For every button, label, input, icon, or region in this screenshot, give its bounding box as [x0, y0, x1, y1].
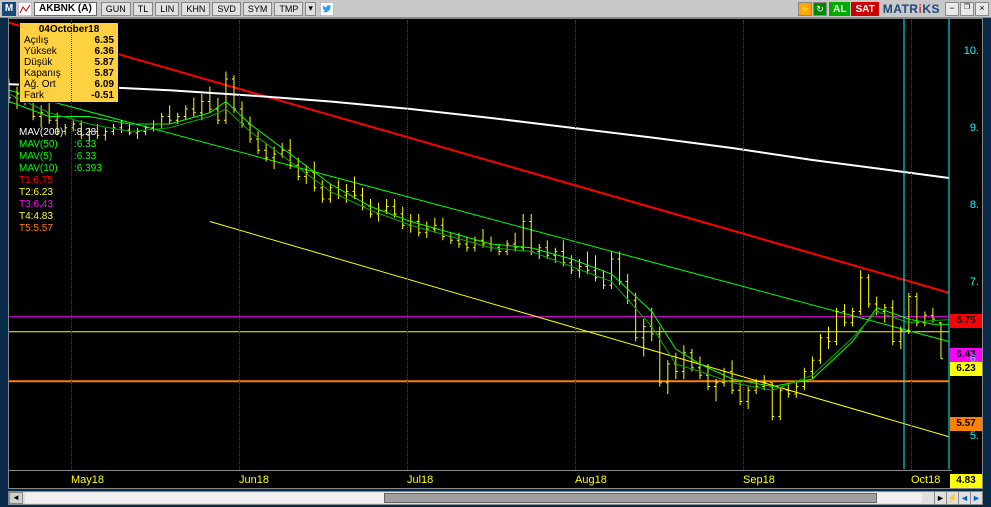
- toolbar-btn-svd[interactable]: SVD: [212, 2, 241, 16]
- buy-button[interactable]: AL: [829, 2, 850, 16]
- flash-icon[interactable]: ⚡: [798, 2, 812, 16]
- brand-label: MATRiKS: [883, 2, 940, 16]
- time-scrollbar[interactable]: ◄ ► ⚡ ◄ ►: [8, 491, 983, 505]
- toolbar-btn-lin[interactable]: LIN: [155, 2, 179, 16]
- indicators-panel: MAV(200):8.28MAV(50):6.33MAV(5):6.33MAV(…: [19, 127, 102, 235]
- y-tick: 5.: [970, 430, 979, 442]
- y-tick: 6.: [970, 353, 979, 365]
- ohlc-date: 04October18: [24, 24, 114, 35]
- price-label: 6.75: [950, 314, 982, 328]
- sell-button[interactable]: SAT: [851, 2, 878, 16]
- toolbar-btn-khn[interactable]: KHN: [181, 2, 210, 16]
- toolbar-btn-gun[interactable]: GUN: [101, 2, 131, 16]
- toolbar-right: ⚡ ↻ AL SAT MATRiKS − ❐ ×: [797, 1, 989, 17]
- indicator-label: MAV(10):6.393: [19, 163, 102, 175]
- y-tick: 8.: [970, 199, 979, 211]
- indicator-label: T3:6.43: [19, 199, 102, 211]
- toolbar: M AKBNK (A) GUNTLLINKHNSVDSYMTMP ▾ ⚡ ↻ A…: [0, 0, 991, 18]
- x-axis: May18 Jun18 Jul18 Aug18 Sep18 Oct18: [9, 470, 952, 488]
- ohlc-row: Düşük5.87: [24, 57, 114, 68]
- scroll-left-icon[interactable]: ◄: [9, 492, 23, 504]
- price-label: 5.57: [950, 417, 982, 431]
- chart-area[interactable]: 04October18 Açılış6.35Yüksek6.36Düşük5.8…: [8, 18, 983, 489]
- x-tick: Jul18: [407, 474, 433, 486]
- x-tick: Aug18: [575, 474, 607, 486]
- toolbar-left: M AKBNK (A) GUNTLLINKHNSVDSYMTMP ▾: [0, 0, 336, 17]
- indicator-label: MAV(5):6.33: [19, 151, 102, 163]
- scroll-track[interactable]: [25, 493, 922, 503]
- ohlc-row: Kapanış5.87: [24, 68, 114, 79]
- indicator-label: MAV(50):6.33: [19, 139, 102, 151]
- x-tick: Sep18: [743, 474, 775, 486]
- ohlc-panel: 04October18 Açılış6.35Yüksek6.36Düşük5.8…: [19, 22, 119, 103]
- y-tick: 7.: [970, 276, 979, 288]
- ohlc-row: Yüksek6.36: [24, 46, 114, 57]
- dropdown-icon[interactable]: ▾: [305, 2, 316, 16]
- scroll-right-icon[interactable]: ►: [934, 492, 946, 504]
- toolbar-btn-sym[interactable]: SYM: [243, 2, 273, 16]
- nav-left-icon[interactable]: ◄: [958, 492, 970, 504]
- indicator-label: MAV(200):8.28: [19, 127, 102, 139]
- toolbar-btn-tmp[interactable]: TMP: [274, 2, 303, 16]
- y-tick: 10.: [964, 45, 979, 57]
- indicator-label: T1:6.75: [19, 175, 102, 187]
- y-tick: 9.: [970, 122, 979, 134]
- close-icon[interactable]: ×: [975, 2, 989, 16]
- toolbar-btn-tl[interactable]: TL: [133, 2, 154, 16]
- indicator-label: T4:4.83: [19, 211, 102, 223]
- restore-icon[interactable]: ❐: [960, 2, 974, 16]
- nav-right-icon[interactable]: ►: [970, 492, 982, 504]
- indicator-icon[interactable]: [18, 2, 32, 16]
- matriks-logo-icon: M: [2, 2, 16, 16]
- minimize-icon[interactable]: −: [945, 2, 959, 16]
- indicator-label: T2:6.23: [19, 187, 102, 199]
- price-label: 4.83: [950, 474, 982, 488]
- refresh-icon[interactable]: ↻: [813, 2, 827, 16]
- x-tick: Oct18: [911, 474, 940, 486]
- indicator-label: T5:5.57: [19, 223, 102, 235]
- x-tick: Jun18: [239, 474, 269, 486]
- ohlc-row: Fark-0.51: [24, 90, 114, 101]
- twitter-icon[interactable]: [320, 2, 334, 16]
- symbol-input[interactable]: AKBNK (A): [34, 2, 97, 16]
- x-tick: May18: [71, 474, 104, 486]
- ohlc-row: Ağ. Ort6.09: [24, 79, 114, 90]
- bolt-icon[interactable]: ⚡: [946, 492, 958, 504]
- scroll-controls: ► ⚡ ◄ ►: [934, 492, 982, 504]
- price-chart: [9, 19, 982, 488]
- scroll-thumb[interactable]: [384, 493, 877, 503]
- ohlc-row: Açılış6.35: [24, 35, 114, 46]
